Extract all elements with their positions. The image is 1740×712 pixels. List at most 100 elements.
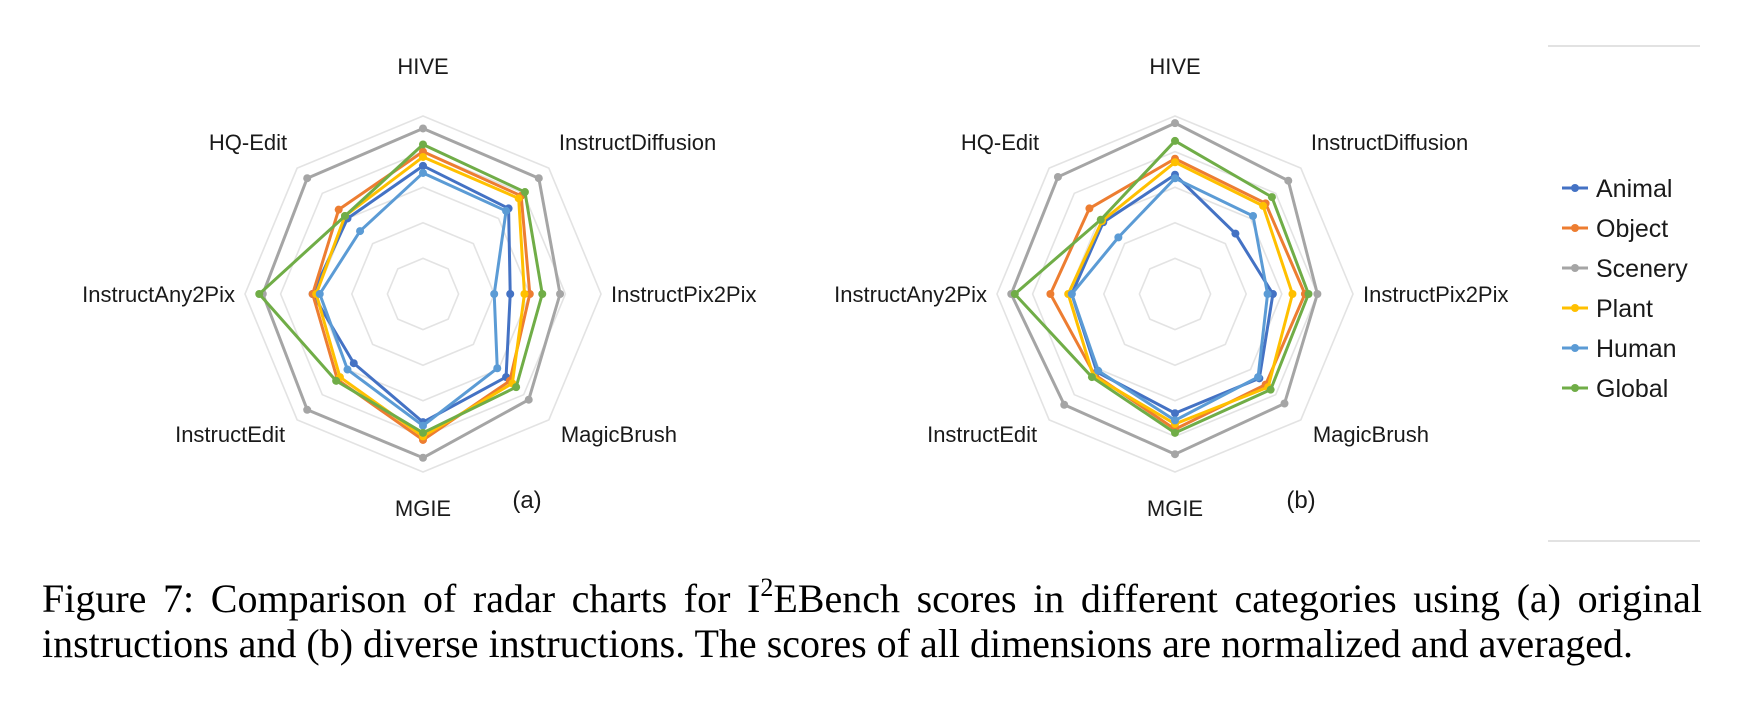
legend-label: Human — [1596, 335, 1677, 363]
series-global — [255, 140, 547, 437]
data-point — [419, 124, 427, 133]
axis-label: InstructAny2Pix — [834, 282, 987, 307]
data-point — [349, 359, 358, 368]
legend-label: Global — [1596, 375, 1668, 403]
data-point — [1304, 290, 1313, 298]
data-point — [303, 405, 312, 414]
series-human — [315, 168, 511, 430]
legend-swatch-marker — [1571, 184, 1579, 192]
axis-label: InstructEdit — [927, 422, 1037, 447]
data-point — [520, 188, 529, 197]
data-point — [1067, 290, 1076, 298]
data-point — [1053, 172, 1062, 181]
data-point — [1231, 229, 1240, 238]
legend-item-plant: Plant — [1562, 295, 1653, 323]
data-point — [1171, 174, 1179, 183]
axis-label: MGIE — [395, 496, 451, 521]
axis-label: InstructDiffusion — [559, 130, 716, 155]
data-point — [356, 227, 365, 236]
radar-grid-ring — [996, 115, 1354, 473]
data-point — [1171, 428, 1179, 437]
data-point — [1060, 400, 1069, 409]
data-point — [1087, 373, 1096, 382]
data-point — [1085, 204, 1094, 213]
data-point — [1313, 290, 1322, 298]
panel-label: (a) — [512, 487, 541, 514]
data-point — [1171, 409, 1179, 418]
series-scenery — [258, 124, 565, 462]
data-point — [512, 383, 521, 392]
chart-legend: Animal Object Scenery Plant Human Global — [1548, 45, 1700, 542]
axis-label: MagicBrush — [561, 422, 677, 447]
data-point — [1249, 211, 1258, 220]
axis-label: HQ-Edit — [209, 130, 287, 155]
data-point — [255, 290, 264, 298]
panel-label: (b) — [1286, 487, 1315, 514]
legend-label: Plant — [1596, 295, 1653, 323]
data-point — [1094, 366, 1103, 375]
data-point — [1114, 233, 1123, 242]
data-point — [534, 174, 543, 183]
data-point — [303, 174, 312, 183]
radar-grid-ring — [1067, 186, 1283, 402]
axis-label: InstructPix2Pix — [1363, 282, 1509, 307]
legend-item-human: Human — [1562, 335, 1677, 363]
data-point — [1267, 193, 1276, 202]
data-point — [1046, 290, 1055, 298]
series-global — [1010, 136, 1313, 437]
legend-label: Object — [1596, 215, 1668, 243]
data-point — [520, 290, 529, 298]
radar-chart-a: HIVE InstructDiffusion InstructPix2Pix Magi… — [82, 54, 756, 521]
data-point — [1266, 385, 1275, 394]
data-point — [1010, 290, 1019, 298]
data-point — [1096, 215, 1105, 224]
legend-item-object: Object — [1562, 215, 1668, 243]
caption-suffix: EBench scores in different categories us… — [42, 576, 1702, 666]
legend-swatch-marker — [1571, 384, 1579, 392]
radar-grid-ring — [1138, 257, 1212, 331]
caption-prefix: Figure 7: Comparison of radar charts for… — [42, 576, 761, 621]
data-point — [419, 161, 427, 170]
radar-grid-ring — [350, 221, 496, 367]
data-point — [514, 194, 523, 203]
radar-grid-ring — [386, 257, 460, 331]
legend-label: Animal — [1596, 175, 1672, 203]
data-point — [1280, 399, 1289, 408]
data-point — [1259, 201, 1268, 210]
legend-swatch-marker — [1571, 304, 1579, 312]
data-point — [334, 205, 343, 214]
data-point — [524, 395, 533, 404]
radar-chart-b: HIVE InstructDiffusion InstructPix2Pix Magi… — [834, 54, 1508, 521]
data-point — [315, 290, 324, 298]
data-point — [1171, 158, 1179, 167]
data-point — [419, 168, 427, 177]
legend-swatch-marker — [1571, 264, 1579, 272]
series-human — [1067, 174, 1272, 425]
data-point — [419, 140, 427, 149]
axis-label: MagicBrush — [1313, 422, 1429, 447]
axis-label: MGIE — [1147, 496, 1203, 521]
axis-label: InstructDiffusion — [1311, 130, 1468, 155]
axis-label: InstructEdit — [175, 422, 285, 447]
axis-label: HIVE — [1149, 54, 1200, 79]
data-point — [419, 453, 427, 462]
data-point — [1284, 176, 1293, 185]
data-point — [419, 152, 427, 161]
legend-item-scenery: Scenery — [1562, 255, 1688, 283]
data-point — [506, 290, 515, 298]
figure-caption: Figure 7: Comparison of radar charts for… — [42, 572, 1702, 666]
data-point — [1263, 290, 1272, 298]
data-point — [343, 365, 352, 374]
data-point — [1288, 290, 1297, 298]
data-point — [1171, 450, 1179, 459]
caption-superscript: 2 — [760, 572, 774, 602]
data-point — [502, 206, 511, 215]
data-point — [419, 421, 427, 430]
axis-label: HQ-Edit — [961, 130, 1039, 155]
legend-item-global: Global — [1562, 375, 1668, 403]
data-point — [419, 428, 427, 437]
legend-swatch-marker — [1571, 344, 1579, 352]
data-point — [1171, 136, 1179, 145]
data-point — [1171, 119, 1179, 128]
